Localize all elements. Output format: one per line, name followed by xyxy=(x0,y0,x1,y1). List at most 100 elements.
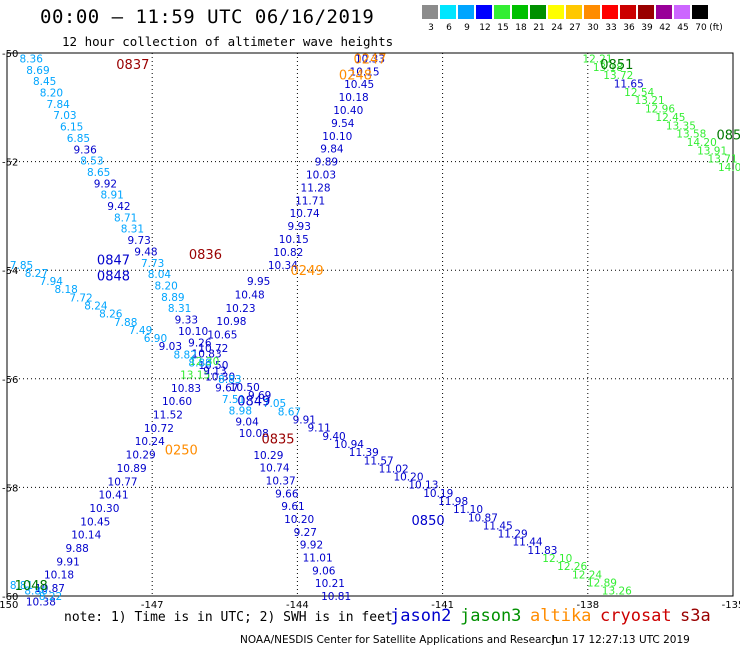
wave-height-value: 11.52 xyxy=(153,410,183,422)
credit-line: NOAA/NESDIS Center for Satellite Applica… xyxy=(240,634,558,646)
wave-height-value: 9.61 xyxy=(281,501,304,513)
wave-height-value: 10.87 xyxy=(35,583,65,595)
wave-height-value: 10.82 xyxy=(273,247,303,259)
wave-height-value: 9.11 xyxy=(307,423,330,435)
latitude-label: -56 xyxy=(2,375,18,386)
wave-height-value: 13.71 xyxy=(708,154,738,166)
wave-height-value: 13.21 xyxy=(635,95,665,107)
wave-height-value: 9.27 xyxy=(294,527,317,539)
wave-height-value: 12.10 xyxy=(542,553,572,565)
color-scale-swatch xyxy=(692,5,708,19)
wave-height-value: 7.03 xyxy=(53,110,76,122)
wave-height-value: 11.44 xyxy=(513,537,543,549)
wave-height-value: 11.98 xyxy=(438,496,468,508)
pass-time-label: 0250 xyxy=(165,443,198,458)
pass-time-label: 0848 xyxy=(97,270,130,285)
color-scale-swatch xyxy=(602,5,618,19)
wave-height-value: 11.01 xyxy=(303,552,333,564)
wave-height-value: 8.26 xyxy=(99,309,123,321)
wave-height-value: 10.10 xyxy=(178,326,208,338)
wave-height-value: 9.89 xyxy=(315,157,338,169)
longitude-label: -141 xyxy=(431,600,454,610)
wave-height-value: 9.40 xyxy=(322,431,345,443)
color-scale-unit: (ft) xyxy=(709,23,723,33)
wave-height-value: 13.18 xyxy=(593,62,623,74)
wave-height-value: 9.67 xyxy=(215,383,238,395)
wave-height-value: 9.54 xyxy=(331,118,355,130)
wave-height-value: 14.01 xyxy=(718,162,740,174)
wave-height-value: 12.54 xyxy=(624,87,654,99)
wave-height-value: 10.29 xyxy=(126,450,156,462)
wave-height-value: 10.13 xyxy=(408,480,438,492)
wave-height-value: 10.24 xyxy=(135,436,165,448)
color-scale-label: 42 xyxy=(659,23,671,33)
wave-height-value: 8.83 xyxy=(218,374,241,386)
wave-height-value: 8.18 xyxy=(54,284,77,296)
wave-height-value: 10.60 xyxy=(162,396,192,408)
wave-height-value: 10.23 xyxy=(225,303,255,315)
latitude-label: -52 xyxy=(2,158,18,169)
color-scale-label: 33 xyxy=(605,23,617,33)
wave-height-value: 12.89 xyxy=(587,577,617,589)
color-scale-swatch xyxy=(620,5,636,19)
wave-height-value: 9.91 xyxy=(293,415,316,427)
wave-height-value: 12.30 xyxy=(189,356,219,368)
pass-time-label: 0835 xyxy=(261,433,294,448)
generated-timestamp: Jun 17 12:27:13 UTC 2019 xyxy=(552,634,690,646)
wave-height-value: 9.92 xyxy=(300,540,323,552)
wave-height-value: 12.24 xyxy=(572,569,602,581)
longitude-label: -135 xyxy=(722,600,740,610)
wave-height-value: 10.81 xyxy=(321,591,351,603)
wave-height-value: 10.45 xyxy=(80,516,110,528)
wave-height-value: 12.96 xyxy=(645,104,675,116)
color-scale-label: 3 xyxy=(428,23,434,33)
color-scale-swatch xyxy=(440,5,456,19)
wave-height-value: 6.15 xyxy=(60,122,83,134)
wave-height-value: 8.71 xyxy=(114,212,137,224)
wave-height-value: 10.40 xyxy=(333,105,363,117)
wave-height-value: 9.84 xyxy=(320,144,344,156)
wave-height-value: 10.72 xyxy=(198,343,228,355)
wave-height-value: 11.83 xyxy=(527,545,557,557)
pass-time-label: 1048 xyxy=(15,579,48,594)
wave-height-value: 7.73 xyxy=(141,258,164,270)
wave-height-value: 8.04 xyxy=(148,269,172,281)
wave-height-value: 13.72 xyxy=(603,70,633,82)
wave-height-value: 10.98 xyxy=(216,316,246,328)
legend-jason2: jason2 xyxy=(390,606,452,626)
wave-height-value: 11.10 xyxy=(453,504,483,516)
wave-height-value: 10.45 xyxy=(344,79,374,91)
color-scale-swatch xyxy=(494,5,510,19)
pass-time-label: 0249 xyxy=(291,264,324,279)
color-scale-label: 12 xyxy=(479,23,491,33)
wave-height-value: 13.58 xyxy=(676,129,706,141)
wave-height-value: 9.33 xyxy=(175,315,198,327)
color-scale-label: 24 xyxy=(551,23,563,33)
wave-height-value: 13.35 xyxy=(666,120,696,132)
pass-time-label: 0836 xyxy=(189,248,222,263)
wave-height-value: 8.53 xyxy=(80,156,103,168)
wave-height-value: 9.36 xyxy=(73,144,97,156)
wave-height-value: 11.71 xyxy=(295,195,325,207)
latitude-label: -58 xyxy=(2,483,18,494)
color-scale-swatch xyxy=(566,5,582,19)
wave-height-value: 8.69 xyxy=(26,65,49,77)
wave-height-value: 10.65 xyxy=(207,329,237,341)
wave-height-value: 8.27 xyxy=(25,268,48,280)
wave-height-value: 9.91 xyxy=(56,556,79,568)
latitude-label: -50 xyxy=(2,49,18,60)
pass-time-label: 0851 xyxy=(600,58,633,73)
wave-height-value: 10.87 xyxy=(468,512,498,524)
wave-height-value: 8.98 xyxy=(229,405,252,417)
wave-height-value: 10.37 xyxy=(266,475,296,487)
wave-height-value: 12.26 xyxy=(557,561,587,573)
wave-height-value: 8.20 xyxy=(40,87,63,99)
wave-height-value: 10.18 xyxy=(339,92,369,104)
wave-height-value: 6.90 xyxy=(144,333,167,345)
wave-height-value: 8.20 xyxy=(154,281,177,293)
wave-height-value: 9.66 xyxy=(275,488,299,500)
color-scale-swatch xyxy=(674,5,690,19)
color-scale-label: 9 xyxy=(464,23,470,33)
wave-height-value: 10.30 xyxy=(205,371,235,383)
wave-height-value: 9.92 xyxy=(94,178,117,190)
